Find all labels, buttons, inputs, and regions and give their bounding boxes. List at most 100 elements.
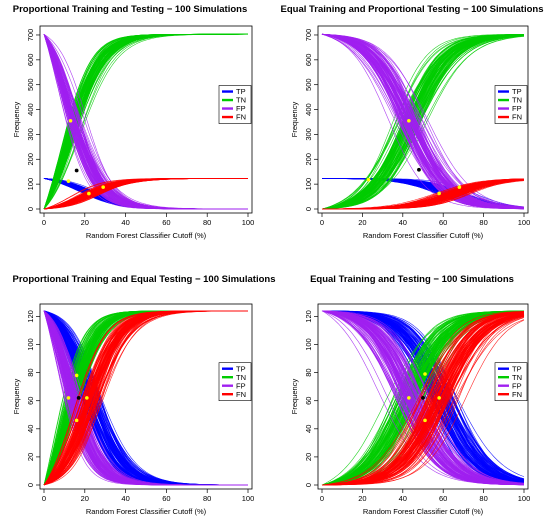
plot-frame bbox=[317, 303, 529, 490]
series-FN bbox=[43, 178, 248, 210]
x-axis-label: Random Forest Classifier Cutoff (%) bbox=[363, 231, 484, 240]
y-tick-label: 300 bbox=[304, 128, 313, 141]
x-tick-label: 20 bbox=[81, 494, 89, 503]
x-axis-label: Random Forest Classifier Cutoff (%) bbox=[363, 507, 484, 516]
series-FN-run bbox=[322, 317, 525, 486]
series-curves bbox=[321, 33, 525, 210]
center-marker bbox=[76, 396, 81, 400]
y-tick-label: 40 bbox=[26, 425, 35, 433]
chart-panel-3: Proportional Training and Equal Testing … bbox=[12, 274, 275, 516]
x-tick-label: 20 bbox=[81, 218, 89, 227]
legend-label-FN: FN bbox=[512, 390, 522, 399]
intersection-point bbox=[437, 191, 441, 196]
y-axis: 0 100 200 300 400 500 600 700 bbox=[26, 29, 40, 211]
x-tick-label: 80 bbox=[479, 218, 487, 227]
x-axis: 0 20 40 60 80 100 bbox=[42, 213, 254, 227]
chart-panel-1: Proportional Training and Testing − 100 … bbox=[12, 4, 254, 240]
y-tick-label: 700 bbox=[26, 29, 35, 42]
chart-panel-2: Equal Training and Proportional Testing … bbox=[281, 4, 544, 240]
series-FP-run bbox=[321, 33, 525, 209]
series-TN-run bbox=[321, 310, 525, 486]
series-FP bbox=[43, 33, 248, 210]
intersection-point bbox=[74, 373, 79, 378]
x-tick-label: 40 bbox=[399, 494, 407, 503]
intersection-point bbox=[437, 396, 441, 400]
intersection-point bbox=[85, 396, 89, 400]
x-tick-label: 80 bbox=[479, 494, 487, 503]
series-TN-run bbox=[321, 310, 524, 486]
intersection-point bbox=[457, 185, 462, 189]
y-tick-label: 500 bbox=[26, 78, 35, 91]
y-tick-label: 0 bbox=[304, 483, 313, 487]
series-TN-run bbox=[321, 311, 525, 486]
series-curves bbox=[43, 310, 249, 486]
series-FN-run bbox=[321, 311, 525, 486]
center-marker bbox=[421, 396, 425, 400]
intersection-point bbox=[407, 396, 411, 400]
y-tick-label: 60 bbox=[26, 397, 35, 405]
y-tick-label: 600 bbox=[26, 54, 35, 67]
legend-label-TN: TN bbox=[512, 96, 522, 105]
series-TN-run bbox=[321, 35, 525, 210]
legend-label-TP: TP bbox=[512, 87, 522, 96]
plot-frame bbox=[39, 25, 253, 214]
x-axis: 0 20 40 60 80 100 bbox=[320, 213, 530, 227]
y-tick-label: 20 bbox=[304, 453, 313, 461]
chart-panel-4: Equal Training and Testing − 100 Simulat… bbox=[290, 274, 530, 516]
series-curves bbox=[321, 310, 525, 486]
series-FN-run bbox=[321, 313, 525, 486]
legend-label-FP: FP bbox=[512, 381, 522, 390]
y-tick-label: 500 bbox=[304, 78, 313, 91]
series-FN-run bbox=[43, 178, 248, 210]
y-tick-label: 200 bbox=[304, 153, 313, 166]
series-FP-run bbox=[43, 34, 248, 210]
y-axis-label: Frequency bbox=[290, 379, 299, 415]
series-TN-run bbox=[321, 34, 524, 210]
y-tick-label: 80 bbox=[304, 368, 313, 376]
x-tick-label: 100 bbox=[242, 494, 255, 503]
legend-label-TN: TN bbox=[236, 373, 246, 382]
legend-label-FP: FP bbox=[512, 104, 522, 113]
y-tick-label: 100 bbox=[304, 178, 313, 191]
intersection-point bbox=[66, 179, 71, 183]
y-tick-label: 40 bbox=[304, 425, 313, 433]
y-axis-label: Frequency bbox=[290, 102, 299, 138]
x-tick-label: 100 bbox=[518, 218, 531, 227]
plot-frame bbox=[317, 25, 529, 214]
y-tick-label: 200 bbox=[26, 153, 35, 166]
x-axis: 0 20 40 60 80 100 bbox=[320, 489, 530, 503]
x-tick-label: 20 bbox=[358, 218, 366, 227]
x-axis-label: Random Forest Classifier Cutoff (%) bbox=[86, 231, 207, 240]
x-tick-label: 100 bbox=[518, 494, 531, 503]
y-tick-label: 400 bbox=[26, 103, 35, 116]
intersection-point bbox=[87, 191, 91, 196]
series-TN-run bbox=[321, 310, 525, 486]
legend-label-FP: FP bbox=[236, 381, 246, 390]
y-tick-label: 700 bbox=[304, 29, 313, 42]
plot-frame bbox=[39, 303, 253, 490]
y-tick-label: 400 bbox=[304, 103, 313, 116]
x-tick-label: 40 bbox=[121, 494, 129, 503]
intersection-point bbox=[366, 177, 371, 182]
y-axis-label: Frequency bbox=[12, 102, 21, 138]
x-tick-label: 0 bbox=[320, 218, 324, 227]
x-tick-label: 80 bbox=[203, 494, 211, 503]
legend-label-TP: TP bbox=[236, 364, 246, 373]
y-axis-label: Frequency bbox=[12, 379, 21, 415]
x-axis-label: Random Forest Classifier Cutoff (%) bbox=[86, 507, 207, 516]
legend-label-TP: TP bbox=[512, 364, 522, 373]
y-axis: 0 20 40 60 80 100 120 bbox=[304, 310, 318, 487]
series-TP-run bbox=[322, 310, 525, 483]
x-tick-label: 60 bbox=[439, 494, 447, 503]
series-FN bbox=[322, 178, 525, 210]
y-tick-label: 80 bbox=[26, 368, 35, 376]
legend-label-TN: TN bbox=[236, 96, 246, 105]
x-tick-label: 80 bbox=[203, 218, 211, 227]
legend-label-FN: FN bbox=[236, 113, 246, 122]
series-FP bbox=[321, 33, 525, 210]
series-FN-run bbox=[322, 311, 525, 486]
series-TN-run bbox=[43, 33, 248, 210]
